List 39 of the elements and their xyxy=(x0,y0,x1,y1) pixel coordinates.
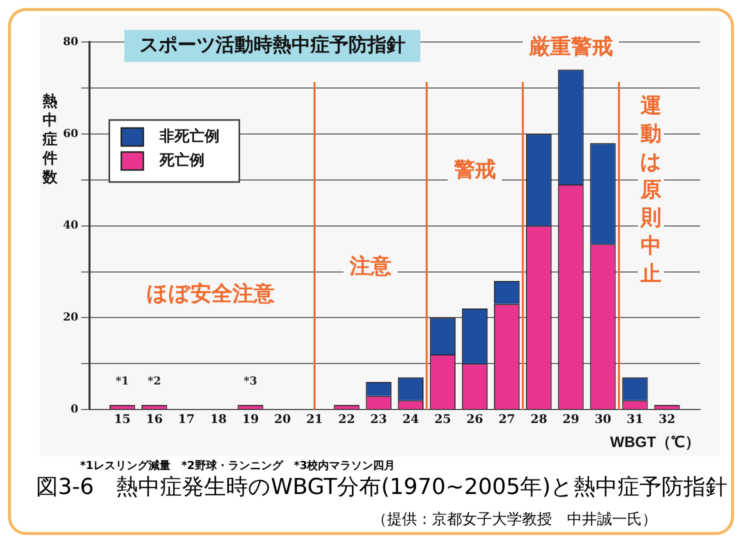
caption: 図3-6 熱中症発生時のWBGT分布(1970~2005年)と熱中症予防指針 xyxy=(36,474,728,502)
annotation: *1 xyxy=(116,374,129,388)
x-tick-label: 29 xyxy=(562,412,580,426)
x-tick-label: 27 xyxy=(498,412,516,426)
x-axis-title: WBGT（℃） xyxy=(610,434,700,452)
x-tick-label: 16 xyxy=(146,412,163,426)
x-tick-label: 24 xyxy=(402,412,420,426)
annotation: ほぼ安全注意 xyxy=(146,281,276,306)
x-tick-label: 23 xyxy=(370,412,387,426)
annotation: 注意 xyxy=(348,254,393,278)
x-tick-label: 30 xyxy=(594,412,612,426)
legend-label: 非死亡例 xyxy=(158,126,220,145)
y-tick-label: 40 xyxy=(62,218,79,232)
chart-title: スポーツ活動時熱中症予防指針 xyxy=(139,34,406,56)
annotation: 厳重警戒 xyxy=(528,34,613,58)
y-tick-label: 80 xyxy=(62,34,79,48)
annotation: *2 xyxy=(148,374,162,388)
x-tick-label: 31 xyxy=(626,412,644,426)
x-tick-label: 26 xyxy=(466,412,484,426)
x-tick-label: 22 xyxy=(338,412,355,426)
x-tick-label: 32 xyxy=(658,412,676,426)
x-tick-label: 20 xyxy=(274,412,291,426)
y-tick-label: 0 xyxy=(70,402,79,416)
x-tick-label: 19 xyxy=(242,412,259,426)
y-tick-label: 60 xyxy=(62,126,79,140)
x-tick-label: 15 xyxy=(114,412,131,426)
annotation: *3 xyxy=(244,374,258,388)
y-axis-title: 熱中症件数 xyxy=(42,92,58,186)
x-tick-label: 18 xyxy=(210,412,227,426)
x-tick-label: 17 xyxy=(178,412,195,426)
x-tick-label: 28 xyxy=(530,412,548,426)
text: *1レスリング減量 *2野球・ランニング *3校内マラソン四月 xyxy=(80,458,396,473)
y-tick-label: 20 xyxy=(62,310,79,324)
x-tick-label: 21 xyxy=(306,412,323,426)
x-tick-label: 25 xyxy=(434,412,452,426)
annotation: 警戒 xyxy=(452,157,496,182)
text: （提供：京都女子大学教授 中井誠一氏） xyxy=(372,510,657,529)
annotation: 運動は原則中止 xyxy=(639,93,662,286)
legend-label: 死亡例 xyxy=(158,150,204,169)
